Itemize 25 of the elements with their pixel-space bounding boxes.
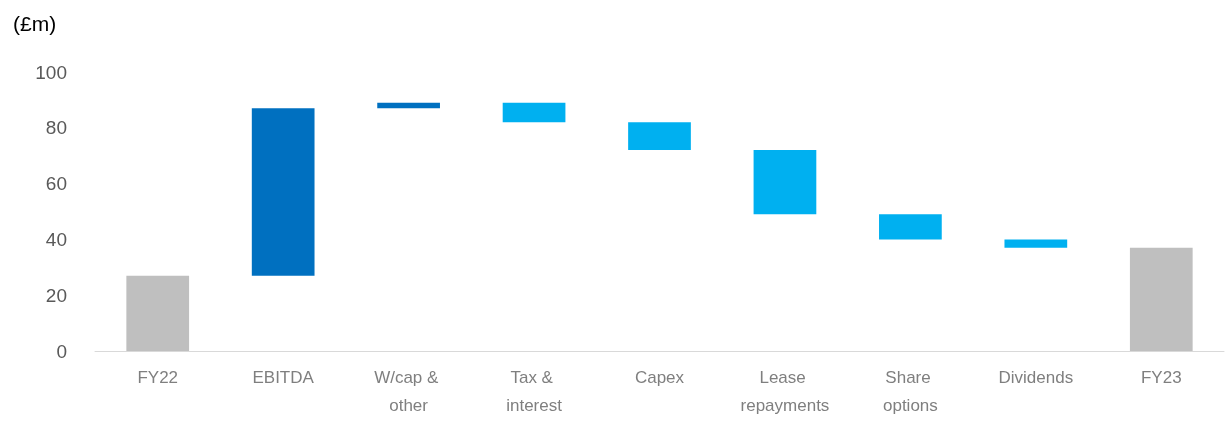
bar [753,150,817,215]
bar [1129,247,1193,351]
bar [377,102,440,109]
y-tick-label: 40 [45,228,67,250]
x-tick-label: Capex [634,367,685,387]
y-tick-label: 20 [45,284,67,306]
y-tick-label: 60 [45,173,67,195]
x-tick-label: Dividends [998,367,1074,387]
x-tick-label: Tax & interest [506,367,563,415]
y-axis-title: (£m) [13,12,57,35]
y-tick-label: 0 [56,340,67,362]
x-tick-label: EBITDA [252,367,315,387]
x-tick-label: Share options [882,367,938,415]
bar [1004,239,1068,248]
x-tick-label: W/cap & other [374,367,444,415]
y-tick-label: 100 [35,61,67,83]
x-tick-label: Lease repayments [740,367,830,415]
y-tick-label: 80 [45,117,67,139]
x-tick-label: FY22 [137,367,179,387]
bar [126,275,190,351]
x-tick-label: FY23 [1140,367,1182,387]
bar [628,122,691,151]
bar [502,102,566,123]
bar [879,214,942,240]
bar [251,108,315,276]
